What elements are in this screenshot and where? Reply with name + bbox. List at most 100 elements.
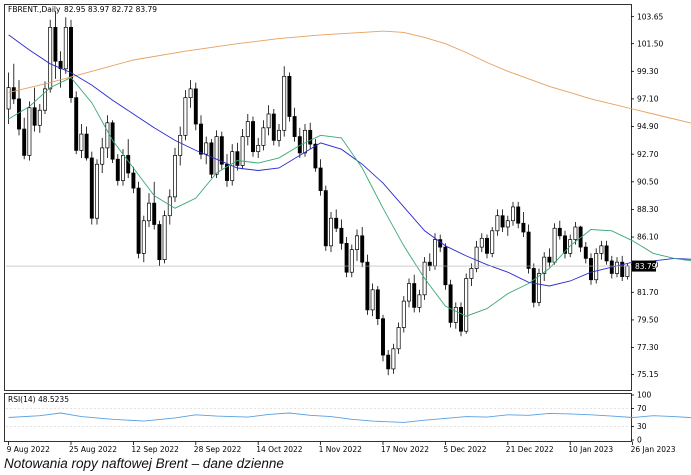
candle-bullish — [407, 283, 411, 302]
price-tick-label: 94.90 — [637, 122, 659, 131]
candle-bullish — [141, 220, 146, 254]
candle-bullish — [329, 217, 333, 247]
candle-bearish — [381, 318, 385, 356]
time-tick-label: 5 Dec 2022 — [443, 445, 486, 454]
rsi-layer: 100 70 30 0 — [6, 391, 691, 445]
candle-bullish — [6, 87, 11, 110]
moving-averages-layer — [8, 30, 691, 317]
time-tick-label: 25 Aug 2022 — [69, 445, 117, 454]
time-tick-label: 28 Sep 2022 — [194, 445, 242, 454]
candle-bullish — [396, 327, 401, 350]
candle-bullish — [479, 237, 484, 248]
rsi-label: RSI(14) 48.5235 — [8, 395, 69, 404]
candle-bullish — [240, 136, 245, 166]
candle-bullish — [469, 268, 474, 279]
figure-caption: Notowania ropy naftowej Brent – dane dzi… — [4, 456, 284, 471]
price-tick-label: 92.70 — [637, 150, 659, 159]
candle-bullish — [167, 196, 172, 217]
candle-bullish — [355, 235, 359, 250]
current-price-tag-bg — [632, 260, 656, 272]
candle-bearish — [251, 121, 255, 153]
candle-bullish — [552, 227, 557, 263]
candle-bullish — [214, 136, 219, 175]
candle-bearish — [360, 235, 365, 263]
candle-bullish — [105, 122, 110, 149]
ohlc-label: 82.95 83.97 82.72 83.79 — [64, 5, 157, 14]
price-panel-frame — [4, 4, 632, 391]
candle-bullish — [370, 289, 375, 311]
candle-bullish — [453, 307, 458, 323]
candle-bearish — [386, 354, 391, 370]
candle-bullish — [401, 300, 406, 328]
candle-bullish — [391, 348, 396, 370]
candle-bearish — [193, 88, 198, 125]
candle-bearish — [131, 172, 136, 189]
price-tick-label: 81.70 — [637, 288, 659, 297]
time-tick-label: 10 Jan 2023 — [568, 445, 613, 454]
price-tick-label: 103.65 — [637, 12, 663, 21]
candle-bearish — [32, 107, 37, 126]
current-price-tag: 83.79 — [635, 262, 657, 271]
candle-bearish — [17, 98, 21, 130]
candle-bearish — [589, 258, 593, 281]
candle-bearish — [235, 151, 240, 166]
time-tick-label: 12 Sep 2022 — [131, 445, 179, 454]
price-tick-label: 86.10 — [637, 233, 659, 242]
candle-bearish — [339, 227, 344, 244]
candle-bearish — [526, 231, 531, 269]
candle-bearish — [308, 129, 313, 145]
candle-bullish — [615, 261, 619, 274]
candle-bullish — [147, 202, 151, 222]
time-tick-label: 26 Jan 2023 — [631, 445, 676, 454]
candle-bullish — [505, 220, 510, 228]
candle-bearish — [412, 283, 417, 308]
moving-average-fast-line — [8, 77, 691, 317]
candle-bearish — [58, 60, 63, 70]
candle-bullish — [490, 230, 495, 254]
candle-bullish — [162, 215, 167, 261]
candle-bearish — [427, 261, 432, 267]
candle-bearish — [323, 190, 328, 247]
candle-bullish — [183, 97, 188, 136]
candle-bearish — [459, 307, 463, 332]
rsi-tick-label: 30 — [637, 422, 647, 431]
candle-bearish — [604, 245, 609, 262]
candle-bullish — [303, 129, 307, 154]
candle-bullish — [27, 107, 32, 156]
candle-bearish — [84, 133, 89, 159]
moving-average-medium-line — [8, 34, 691, 287]
candle-bearish — [157, 224, 162, 261]
rsi-tick-label: 70 — [637, 404, 647, 413]
chart-svg: 103.65 101.50 99.30 97.10 94.90 92.70 90.50 88.… — [4, 4, 691, 454]
candle-bearish — [126, 155, 131, 174]
candle-bearish — [225, 163, 229, 181]
candle-bearish — [521, 222, 526, 233]
time-tick-label: 21 Dec 2022 — [506, 445, 554, 454]
price-tick-label: 90.50 — [637, 177, 659, 186]
candle-bearish — [578, 226, 583, 248]
rsi-panel-frame — [4, 393, 632, 442]
candle-bullish — [245, 121, 250, 137]
candle-bearish — [11, 87, 16, 100]
candle-bullish — [63, 26, 68, 70]
time-tick-label: 17 Nov 2022 — [381, 445, 429, 454]
price-axis: 103.65 101.50 99.30 97.10 94.90 92.70 90.50 88.… — [631, 12, 663, 379]
candle-bearish — [375, 289, 380, 320]
candle-bullish — [433, 239, 437, 267]
chart-area: 103.65 101.50 99.30 97.10 94.90 92.70 90.50 88.… — [4, 4, 691, 454]
candle-bearish — [318, 167, 323, 191]
candle-bullish — [121, 155, 125, 181]
price-tick-label: 99.30 — [637, 67, 659, 76]
moving-average-slow-line — [8, 30, 691, 124]
time-tick-label: 9 Aug 2022 — [7, 445, 50, 454]
candle-bearish — [292, 116, 297, 137]
candle-bullish — [474, 246, 479, 269]
time-axis: 9 Aug 2022 25 Aug 2022 12 Sep 2022 28 Sep 2… — [7, 441, 676, 454]
candle-bearish — [547, 256, 552, 263]
candle-bullish — [495, 215, 500, 232]
price-tick-label: 77.30 — [637, 343, 659, 352]
symbol-label: FBRENT.,Daily — [8, 5, 61, 14]
candle-bearish — [365, 261, 370, 311]
candle-bearish — [219, 136, 224, 165]
rsi-tick-label: 100 — [637, 391, 652, 400]
